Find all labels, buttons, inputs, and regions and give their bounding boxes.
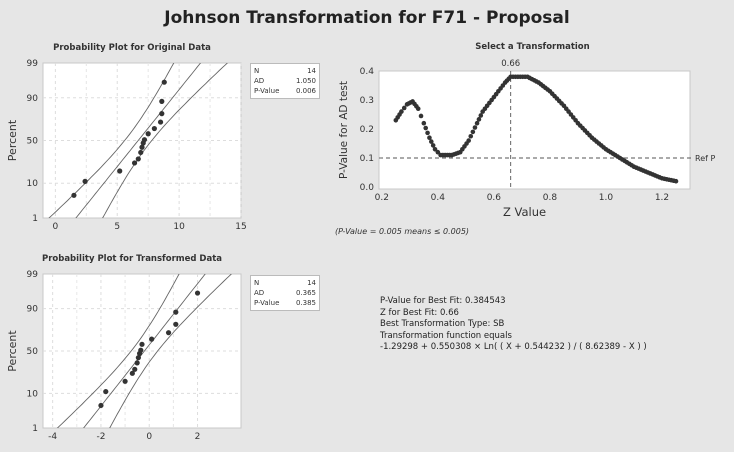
svg-text:Percent: Percent [6, 119, 19, 161]
svg-text:Z Value: Z Value [503, 205, 546, 219]
select-transformation-plot: 0.2 0.4 0.6 0.8 1.0 1.2 0.0 0.1 0.2 0.3 0.4 P-Value… [338, 42, 715, 219]
svg-text:90: 90 [27, 94, 39, 104]
data-point [151, 125, 157, 132]
stat-value: 0.365 [295, 289, 316, 297]
best-fit-type: Best Transformation Type: SB [380, 319, 505, 329]
svg-text:1.2: 1.2 [655, 193, 669, 203]
data-point [98, 402, 104, 409]
svg-text:10: 10 [27, 179, 39, 189]
data-point [141, 137, 148, 143]
data-point [173, 321, 179, 327]
data-point [129, 370, 135, 376]
svg-text:0.2: 0.2 [360, 125, 374, 135]
data-point [103, 388, 109, 395]
transform-function: -1.29298 + 0.550308 × Ln( ( X + 0.544232… [380, 342, 647, 352]
best-z-label: 0.66 [501, 59, 520, 69]
data-point [82, 178, 88, 184]
svg-text:0.4: 0.4 [360, 67, 375, 77]
data-point [71, 192, 77, 198]
svg-text:-4: -4 [48, 432, 57, 442]
svg-text:10: 10 [27, 389, 39, 399]
page-title: Johnson Transformation for F71 - Proposa… [164, 8, 570, 28]
data-point [159, 111, 165, 117]
svg-text:2: 2 [195, 432, 201, 442]
svg-text:10: 10 [173, 222, 185, 232]
best-fit-z: Z for Best Fit: 0.66 [380, 307, 459, 318]
stat-label: P-Value [254, 87, 280, 95]
pvalue-note: (P-Value = 0.005 means ≤ 0.005) [335, 227, 470, 236]
stat-label: P-Value [254, 299, 280, 307]
data-point [173, 309, 179, 315]
best-fit-info: P-Value for Best Fit: 0.384543 Z for Bes… [380, 296, 647, 354]
svg-text:1: 1 [32, 214, 38, 224]
data-point [165, 330, 172, 336]
transform-label: Transformation function equals [380, 330, 512, 341]
svg-text:0.4: 0.4 [431, 193, 446, 203]
stat-value: 1.050 [295, 77, 316, 85]
stats-box-original: N 14 AD 1.050 P-Value 0.006 [250, 63, 320, 99]
svg-text:1.0: 1.0 [599, 193, 614, 203]
svg-text:0.0: 0.0 [360, 183, 375, 193]
svg-text:0.3: 0.3 [360, 96, 374, 106]
svg-text:0.1: 0.1 [360, 154, 374, 164]
ref-p-label: Ref P [695, 154, 715, 163]
data-point [159, 98, 165, 104]
original-probability-plot: 0 5 10 15 1 10 50 90 99 Percent Probability Plot f… [6, 43, 247, 232]
stat-label: N [254, 279, 260, 287]
data-point [135, 156, 141, 162]
svg-text:Select a Transformation: Select a Transformation [475, 42, 589, 52]
stat-label: AD [254, 289, 265, 297]
data-point [139, 144, 145, 150]
svg-text:-2: -2 [96, 432, 105, 442]
data-point [145, 131, 151, 137]
data-point [122, 378, 128, 384]
svg-text:Probability Plot for Transform: Probability Plot for Transformed Data [42, 254, 222, 264]
data-point [157, 119, 164, 125]
svg-text:1: 1 [32, 424, 38, 434]
data-point [149, 336, 155, 342]
svg-text:90: 90 [27, 305, 39, 315]
data-point [138, 149, 144, 156]
svg-text:99: 99 [27, 59, 39, 69]
svg-text:15: 15 [235, 222, 246, 232]
svg-text:0: 0 [146, 432, 152, 442]
stat-value: 14 [307, 67, 316, 75]
svg-text:50: 50 [27, 137, 39, 147]
stats-box-transformed: N 14 AD 0.365 P-Value 0.385 [250, 275, 320, 311]
stat-value: 0.006 [295, 87, 316, 95]
svg-text:P-Value for AD test: P-Value for AD test [338, 81, 350, 179]
data-point [161, 79, 167, 85]
transformed-probability-plot: -4 -2 0 2 1 10 50 90 99 Percent Probability Plot f… [6, 254, 242, 442]
data-point [138, 347, 144, 353]
data-point [134, 360, 140, 366]
svg-text:5: 5 [114, 222, 120, 232]
stat-value: 14 [307, 279, 316, 287]
data-point [132, 366, 138, 372]
data-point [135, 355, 141, 361]
svg-text:50: 50 [27, 347, 39, 357]
data-point [194, 290, 201, 296]
svg-text:99: 99 [27, 270, 39, 280]
svg-text:0.2: 0.2 [375, 193, 389, 203]
svg-text:Percent: Percent [6, 330, 19, 372]
best-fit-pvalue: P-Value for Best Fit: 0.384543 [380, 296, 506, 306]
data-point [131, 160, 138, 166]
svg-text:0: 0 [53, 222, 59, 232]
svg-text:0.6: 0.6 [487, 193, 502, 203]
stat-label: AD [254, 77, 265, 85]
svg-text:0.8: 0.8 [543, 193, 558, 203]
stat-label: N [254, 67, 260, 75]
data-point [117, 168, 123, 174]
svg-text:Probability Plot for Original: Probability Plot for Original Data [53, 43, 211, 53]
stat-value: 0.385 [295, 299, 316, 307]
data-point [139, 341, 145, 347]
